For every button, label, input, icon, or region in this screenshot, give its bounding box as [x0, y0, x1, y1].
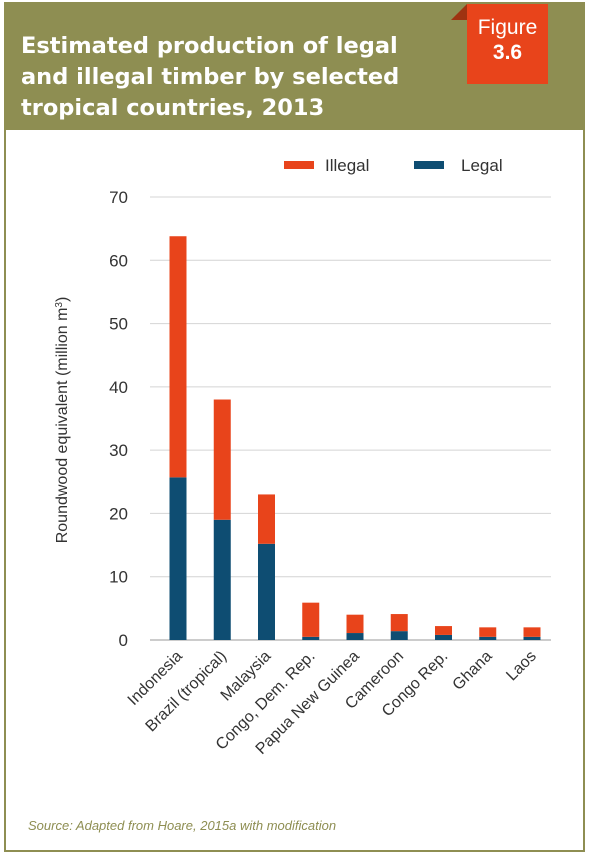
figure-tag: Figure 3.6 — [451, 4, 548, 84]
bar-legal-1 — [213, 519, 231, 640]
legend-label-illegal: Illegal — [325, 156, 369, 175]
bar-illegal-6 — [435, 626, 452, 635]
bar-legal-5 — [390, 631, 408, 640]
bar-legal-7 — [479, 636, 497, 640]
y-tick-label: 0 — [119, 631, 128, 650]
x-tick-label: Laos — [503, 648, 540, 685]
bar-legal-3 — [302, 636, 320, 640]
y-tick-labels: 0 10 20 30 40 50 60 70 — [109, 188, 128, 650]
x-tick-label: Ghana — [450, 648, 496, 694]
x-tick-label: Brazil (tropical) — [143, 648, 230, 735]
bar-illegal-4 — [346, 614, 364, 634]
bar-illegal-2 — [258, 494, 275, 544]
bar-legal-8 — [523, 636, 541, 640]
legend-swatch-legal — [414, 161, 444, 169]
bar-legal-6 — [435, 634, 452, 640]
bar-legal-2 — [258, 543, 275, 640]
y-axis-label: Roundwood equivalent (million m3) — [54, 297, 72, 544]
legend: Illegal Legal — [284, 156, 503, 175]
y-axis-label-end: ) — [54, 297, 71, 302]
figure-header: Estimated production of legal and illega… — [6, 4, 583, 130]
bar-legal-4 — [346, 633, 364, 640]
y-tick-label: 10 — [109, 568, 128, 587]
bar-illegal-7 — [479, 627, 497, 637]
y-axis-label-main: Roundwood equivalent (million m — [54, 308, 71, 544]
bar-legal-0 — [169, 477, 187, 640]
source-note: Source: Adapted from Hoare, 2015a with m… — [28, 818, 337, 833]
y-tick-label: 20 — [109, 504, 128, 523]
figure-tag-fold — [451, 4, 467, 20]
y-tick-label: 30 — [109, 441, 128, 460]
bar-illegal-8 — [523, 627, 541, 637]
bar-illegal-3 — [302, 602, 320, 637]
bars — [169, 236, 541, 640]
y-axis-label-sup: 3 — [54, 302, 65, 308]
y-tick-label: 70 — [109, 188, 128, 207]
y-tick-label: 60 — [109, 251, 128, 270]
y-tick-label: 50 — [109, 315, 128, 334]
figure-frame: Estimated production of legal and illega… — [4, 2, 585, 852]
y-tick-label: 40 — [109, 378, 128, 397]
legend-swatch-illegal — [284, 161, 314, 169]
legend-label-legal: Legal — [461, 156, 503, 175]
figure-number: 3.6 — [492, 41, 523, 64]
bar-illegal-5 — [390, 614, 408, 632]
figure-word: Figure — [477, 16, 538, 39]
grid-lines — [150, 196, 551, 641]
bar-illegal-0 — [169, 236, 187, 478]
figure-title: Estimated production of legal and illega… — [21, 33, 400, 121]
bar-illegal-1 — [213, 399, 231, 520]
